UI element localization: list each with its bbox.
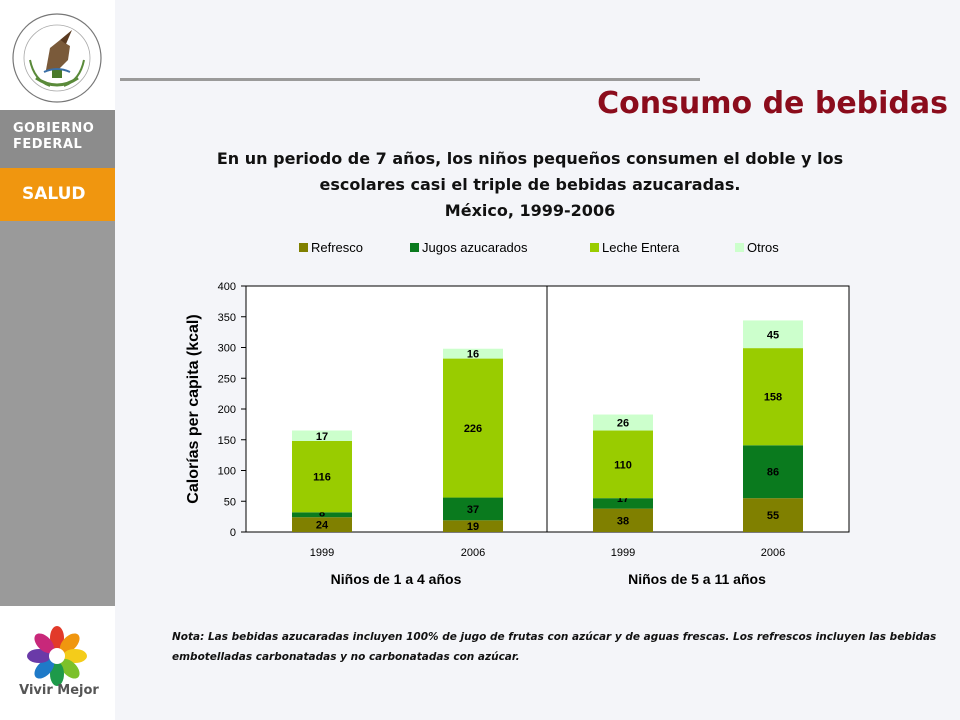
bar-segment xyxy=(593,508,653,532)
bar-segment xyxy=(593,430,653,499)
legend-swatch xyxy=(299,243,308,252)
data-label: 24 xyxy=(316,520,329,532)
legend-label: Refresco xyxy=(311,240,363,255)
seal-area xyxy=(0,0,115,110)
top-divider xyxy=(120,78,700,81)
data-label: 116 xyxy=(313,472,331,484)
legend-label: Otros xyxy=(747,240,779,255)
x-tick-label: 2006 xyxy=(461,547,485,559)
bar-segment xyxy=(743,320,803,349)
bar-segment xyxy=(743,498,803,532)
group-label: Niños de 1 a 4 años xyxy=(331,571,462,587)
bar-segment xyxy=(292,430,352,441)
salud-label: SALUD xyxy=(22,184,86,204)
bar-segment xyxy=(593,414,653,431)
legend-label: Leche Entera xyxy=(602,240,680,255)
y-tick-label: 0 xyxy=(230,527,236,539)
data-label: 19 xyxy=(467,521,479,533)
data-label: 8 xyxy=(319,507,325,519)
data-label: 37 xyxy=(467,504,479,516)
gobierno-federal-box xyxy=(0,110,115,168)
y-tick-label: 100 xyxy=(218,466,236,478)
bar-segment xyxy=(443,358,503,498)
subtitle-line-1: En un periodo de 7 años, los niños peque… xyxy=(216,149,844,168)
bar-segment xyxy=(292,512,352,518)
x-tick-label: 1999 xyxy=(310,547,334,559)
bar-segment xyxy=(292,517,352,532)
bar-segment xyxy=(743,348,803,446)
data-label: 38 xyxy=(617,515,629,527)
data-label: 16 xyxy=(467,349,479,361)
data-label: 158 xyxy=(764,392,782,404)
chart-legend: Refresco Jugos azucarados Leche Entera Otro… xyxy=(299,240,779,255)
y-tick-label: 400 xyxy=(218,281,236,293)
bar-segment xyxy=(443,520,503,532)
y-axis: 0 50 100 150 200 250 300 350 400 xyxy=(218,281,246,539)
bar-segment xyxy=(443,497,503,521)
bar-segment xyxy=(443,348,503,359)
data-label: 110 xyxy=(614,459,632,471)
mexican-seal-icon xyxy=(12,13,102,103)
bar-segment xyxy=(743,445,803,499)
y-tick-label: 150 xyxy=(218,435,236,447)
y-tick-label: 300 xyxy=(218,343,236,355)
vivir-mejor-label: Vivir Mejor xyxy=(19,683,99,698)
subtitle-line-2: escolares casi el triple de bebidas azuc… xyxy=(319,175,741,194)
salud-box xyxy=(0,168,115,221)
legend-swatch xyxy=(590,243,599,252)
legend-label: Jugos azucarados xyxy=(422,240,528,255)
footnote: Nota: Las bebidas azucaradas incluyen 10… xyxy=(172,631,937,663)
legend-swatch xyxy=(735,243,744,252)
group-label: Niños de 5 a 11 años xyxy=(628,571,766,587)
slide-title: Consumo de bebidas xyxy=(597,86,948,121)
data-label: 45 xyxy=(767,329,779,341)
y-tick-label: 250 xyxy=(218,373,236,385)
y-tick-label: 200 xyxy=(218,404,236,416)
y-tick-label: 50 xyxy=(224,496,236,508)
bar-segment xyxy=(292,440,352,513)
x-tick-label: 2006 xyxy=(761,547,785,559)
data-label: 226 xyxy=(464,423,482,435)
y-tick-label: 350 xyxy=(218,312,236,324)
data-label: 17 xyxy=(316,431,328,443)
x-axis: 1999 2006 1999 2006 Niños de 1 a 4 años Niños… xyxy=(310,547,785,587)
gobierno-federal-label: GOBIERNO FEDERAL xyxy=(13,121,95,152)
bar-segment xyxy=(593,498,653,509)
y-axis-label: Calorías per capita (kcal) xyxy=(185,314,202,503)
vivir-mejor-logo-icon xyxy=(27,626,87,686)
x-tick-label: 1999 xyxy=(611,547,635,559)
vivir-mejor-area xyxy=(0,606,115,720)
data-label: 26 xyxy=(617,418,629,430)
data-label: 55 xyxy=(767,510,779,522)
legend-swatch xyxy=(410,243,419,252)
subtitle-line-3: México, 1999-2006 xyxy=(444,201,616,220)
slide-subtitle: En un periodo de 7 años, los niños peque… xyxy=(150,146,910,224)
data-label: 86 xyxy=(767,467,779,479)
